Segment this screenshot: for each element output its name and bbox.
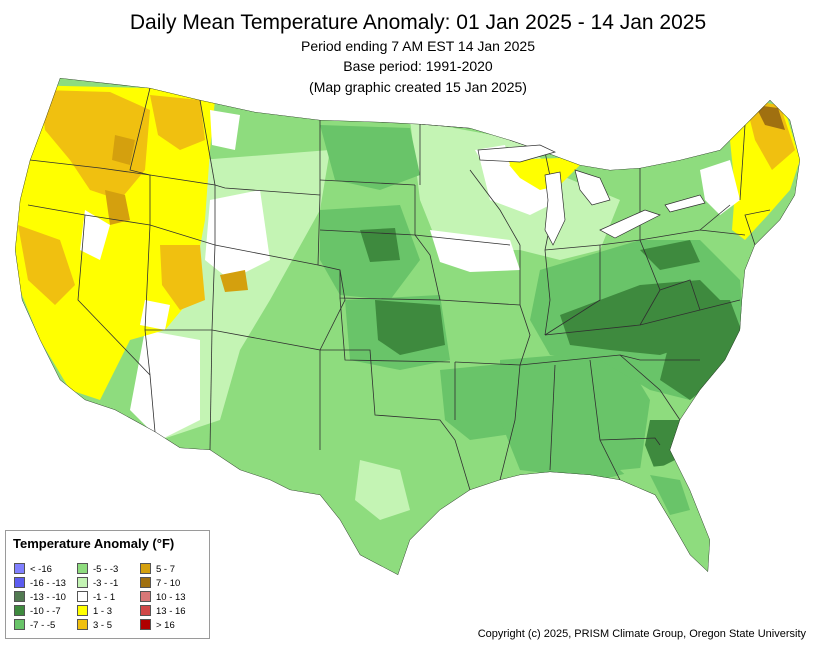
created-date-line: (Map graphic created 15 Jan 2025) xyxy=(309,79,527,95)
legend-label: -3 - -1 xyxy=(93,578,119,589)
legend-label: -10 - -7 xyxy=(30,606,61,617)
legend-item: < -16 xyxy=(14,563,52,576)
legend-swatch xyxy=(77,577,88,588)
legend-swatch xyxy=(77,605,88,616)
legend-item: -13 - -10 xyxy=(14,591,66,604)
legend-label: -1 - 1 xyxy=(93,592,116,603)
legend-swatch xyxy=(14,577,25,588)
legend-swatch xyxy=(140,619,151,630)
legend-label: 3 - 5 xyxy=(93,620,113,631)
legend-label: 1 - 3 xyxy=(93,606,113,617)
base-period-line: Base period: 1991-2020 xyxy=(343,58,493,74)
legend-item: 1 - 3 xyxy=(77,605,112,618)
legend-item: -5 - -3 xyxy=(77,563,118,576)
legend-label: -16 - -13 xyxy=(30,578,66,589)
legend-item: 5 - 7 xyxy=(140,563,175,576)
legend-item: -7 - -5 xyxy=(14,619,55,632)
legend-item: > 16 xyxy=(140,619,175,632)
copyright-text: Copyright (c) 2025, PRISM Climate Group,… xyxy=(477,628,806,640)
legend-swatch xyxy=(140,605,151,616)
legend-item: 7 - 10 xyxy=(140,577,180,590)
legend-label: < -16 xyxy=(30,564,52,575)
legend-swatch xyxy=(14,591,25,602)
legend-swatch xyxy=(14,563,25,574)
legend-label: -7 - -5 xyxy=(30,620,56,631)
legend-item: 13 - 16 xyxy=(140,605,186,618)
legend-item: -1 - 1 xyxy=(77,591,115,604)
legend-item: -3 - -1 xyxy=(77,577,118,590)
legend-label: -13 - -10 xyxy=(30,592,66,603)
legend-swatch xyxy=(14,605,25,616)
legend-item: -16 - -13 xyxy=(14,577,66,590)
legend-label: -5 - -3 xyxy=(93,564,119,575)
legend-label: 5 - 7 xyxy=(156,564,176,575)
legend-item: -10 - -7 xyxy=(14,605,61,618)
legend-swatch xyxy=(77,619,88,630)
legend-label: > 16 xyxy=(156,620,175,631)
legend-swatch xyxy=(140,563,151,574)
legend-swatch xyxy=(77,563,88,574)
period-ending-line: Period ending 7 AM EST 14 Jan 2025 xyxy=(300,38,535,54)
map-title: Daily Mean Temperature Anomaly: 01 Jan 2… xyxy=(130,11,706,34)
legend-item: 10 - 13 xyxy=(140,591,186,604)
legend-swatch xyxy=(77,591,88,602)
legend-box: Temperature Anomaly (°F) < -16 -16 - -13 -… xyxy=(5,530,210,639)
legend-swatch xyxy=(140,591,151,602)
legend-label: 10 - 13 xyxy=(156,592,186,603)
legend-title: Temperature Anomaly (°F) xyxy=(13,536,175,551)
legend-swatch xyxy=(14,619,25,630)
legend-label: 13 - 16 xyxy=(156,606,186,617)
legend-swatch xyxy=(140,577,151,588)
legend-label: 7 - 10 xyxy=(156,578,181,589)
legend-item: 3 - 5 xyxy=(77,619,112,632)
